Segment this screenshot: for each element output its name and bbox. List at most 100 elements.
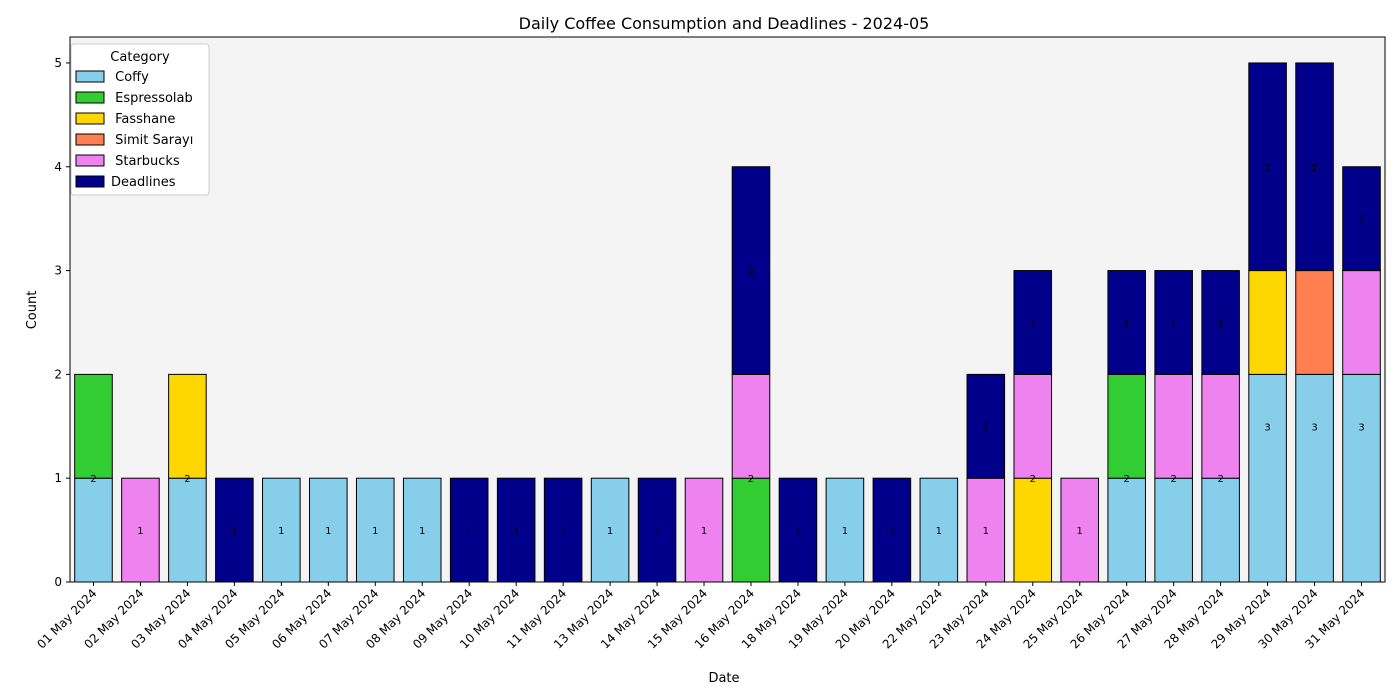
plot-area: 2 1 2 1 1 1 1 1 1 1 1 1 1 1 2 2 1 1 1 1 1 1 2 1 1 2 1 2 1 2 1 3 2 3 2 3 1 0 1 2… — [34, 36, 1386, 651]
bar-coffy — [1154, 477, 1193, 583]
bar-value-label: 2 — [1217, 474, 1223, 485]
bar-value-label: 3 — [1264, 422, 1270, 433]
bar-value-label: 2 — [748, 267, 754, 278]
bar-value-label: 1 — [231, 526, 237, 537]
bar-coffy — [74, 477, 113, 583]
bar-value-label: 1 — [983, 422, 989, 433]
bar-espressolab — [1107, 373, 1146, 479]
bar-coffy — [1342, 373, 1381, 583]
y-axis-label: Count — [25, 291, 40, 330]
legend-label-starbucks: Starbucks — [111, 154, 180, 169]
legend-title: Category — [110, 50, 170, 65]
bar-value-label: 1 — [466, 526, 472, 537]
legend-label-espressolab: Espressolab — [111, 91, 193, 106]
legend-frame — [70, 43, 210, 196]
bar-espressolab — [74, 373, 113, 479]
bar-value-label: 1 — [889, 526, 895, 537]
bar-value-label: 1 — [1124, 318, 1130, 329]
y-tick-label: 3 — [54, 264, 62, 278]
bar-value-label: 1 — [842, 526, 848, 537]
legend-label-deadlines: Deadlines — [111, 175, 176, 190]
y-tick-label: 1 — [54, 471, 62, 485]
y-tick-label: 2 — [54, 367, 62, 381]
legend-label-coffy: Coffy — [111, 70, 149, 85]
bar-value-label: 1 — [701, 526, 707, 537]
bar-deadlines — [1342, 166, 1381, 272]
legend-swatch-simit-saray- — [75, 133, 105, 146]
bar-deadlines — [496, 477, 536, 583]
bar-value-label: 2 — [1311, 163, 1317, 174]
bar-value-label: 1 — [513, 526, 519, 537]
bar-value-label: 1 — [1170, 318, 1176, 329]
bar-value-label: 1 — [936, 526, 942, 537]
bar-value-label: 2 — [1264, 163, 1270, 174]
bar-value-label: 3 — [1311, 422, 1317, 433]
bar-value-label: 1 — [325, 526, 331, 537]
bar-fasshane — [1013, 477, 1053, 583]
bar-starbucks — [1154, 373, 1193, 479]
bar-starbucks — [121, 477, 160, 583]
bar-coffy — [825, 477, 865, 583]
bar-espressolab — [731, 477, 771, 583]
bar-value-label: 1 — [983, 526, 989, 537]
bar-coffy — [1201, 477, 1240, 583]
legend-label-fasshane: Fasshane — [111, 112, 175, 127]
bar-starbucks — [684, 477, 724, 583]
bar-simit-saray- — [1295, 270, 1334, 375]
axes-frame — [69, 36, 1386, 583]
bar-value-label: 1 — [1077, 526, 1083, 537]
bar-coffy — [1107, 477, 1146, 583]
bar-deadlines — [449, 477, 489, 583]
bar-value-label: 1 — [419, 526, 425, 537]
bar-value-label: 2 — [1030, 474, 1036, 485]
bar-value-label: 1 — [1358, 215, 1364, 226]
bar-deadlines — [872, 477, 912, 583]
bar-value-label: 2 — [1124, 474, 1130, 485]
bar-value-label: 2 — [748, 474, 754, 485]
bar-deadlines — [1154, 270, 1193, 375]
bar-deadlines — [543, 477, 583, 583]
bar-deadlines — [1295, 62, 1334, 272]
legend: Category Coffy Espressolab Fasshane Simi… — [70, 43, 210, 196]
bar-deadlines — [1248, 62, 1287, 272]
bar-fasshane — [168, 373, 207, 479]
bar-coffy — [1295, 373, 1334, 583]
legend-swatch-coffy — [75, 70, 105, 83]
bar-value-label: 3 — [1358, 422, 1364, 433]
bar-deadlines — [731, 166, 771, 375]
bar-value-label: 2 — [184, 474, 190, 485]
bar-starbucks — [1060, 477, 1100, 583]
bar-coffy — [168, 477, 207, 583]
y-tick-label: 4 — [54, 160, 62, 174]
bar-coffy — [919, 477, 959, 583]
bar-coffy — [262, 477, 301, 583]
bar-fasshane — [1248, 270, 1287, 375]
legend-label-simit-saray-: Simit Sarayı — [111, 133, 193, 148]
bar-deadlines — [1013, 270, 1053, 375]
bar-coffy — [1248, 373, 1287, 583]
y-tick-label: 5 — [54, 56, 62, 70]
bar-starbucks — [1342, 270, 1381, 375]
bar-value-label: 1 — [560, 526, 566, 537]
bar-starbucks — [731, 373, 771, 479]
bar-value-label: 1 — [137, 526, 143, 537]
legend-swatch-espressolab — [75, 91, 105, 104]
legend-swatch-fasshane — [75, 112, 105, 125]
bar-starbucks — [1201, 373, 1240, 479]
bar-value-label: 2 — [1170, 474, 1176, 485]
bar-value-label: 1 — [654, 526, 660, 537]
bar-value-label: 1 — [1030, 318, 1036, 329]
bar-value-label: 1 — [795, 526, 801, 537]
bar-deadlines — [1107, 270, 1146, 375]
y-tick-label: 0 — [54, 575, 62, 589]
bar-value-label: 2 — [90, 474, 96, 485]
bar-starbucks — [1013, 373, 1053, 479]
legend-swatch-starbucks — [75, 154, 105, 167]
legend-swatch-deadlines — [75, 175, 105, 188]
bar-value-label: 1 — [607, 526, 613, 537]
bar-deadlines — [215, 477, 254, 583]
bar-value-label: 1 — [1217, 318, 1223, 329]
bar-value-label: 1 — [372, 526, 378, 537]
